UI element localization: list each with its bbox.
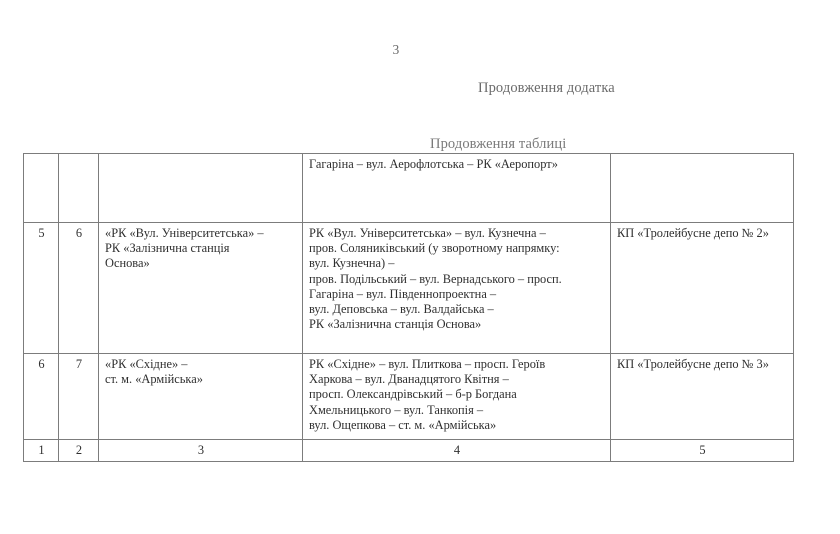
column-number-4: 4 [302, 438, 611, 463]
cell-route-name: «РК «Східне» – ст. м. «Армійська» [98, 353, 303, 440]
cell-number-primary: 6 [23, 353, 59, 440]
table-row: 6 7 «РК «Східне» – ст. м. «Армійська» РК … [23, 353, 794, 440]
cell-operator: КП «Тролейбусне депо № 2» [610, 222, 794, 354]
cell-operator: КП «Тролейбусне депо № 3» [610, 353, 794, 440]
column-number-2: 2 [58, 438, 99, 463]
table-continuation-note: Продовження таблиці [430, 136, 567, 152]
route-path-lines: Гагаріна – вул. Аерофлотська – РК «Аероп… [309, 157, 558, 171]
route-path-lines: РК «Східне» – вул. Плиткова – просп. Гер… [309, 357, 546, 432]
table-row: Гагаріна – вул. Аерофлотська – РК «Аероп… [23, 153, 794, 223]
operator-lines: КП «Тролейбусне депо № 3» [617, 357, 769, 371]
cell-number-secondary [58, 153, 99, 223]
route-name-lines: «РК «Вул. Університетська» – РК «Залізнич… [105, 226, 264, 271]
table-row: 5 6 «РК «Вул. Університетська» – РК «Залі… [23, 222, 794, 354]
cell-number-primary: 5 [23, 222, 59, 354]
cell-route-path: Гагаріна – вул. Аерофлотська – РК «Аероп… [302, 153, 611, 223]
operator-lines: КП «Тролейбусне депо № 2» [617, 226, 769, 240]
column-number-5: 5 [610, 438, 794, 463]
cell-route-name: «РК «Вул. Університетська» – РК «Залізнич… [98, 222, 303, 354]
column-number-1: 1 [23, 438, 59, 463]
route-name-lines: «РК «Східне» – ст. м. «Армійська» [105, 357, 203, 387]
cell-number-secondary: 6 [58, 222, 99, 354]
cell-route-name [98, 153, 303, 223]
cell-number-secondary: 7 [58, 353, 99, 440]
route-table: Гагаріна – вул. Аерофлотська – РК «Аероп… [23, 153, 794, 463]
column-number-3: 3 [98, 438, 303, 463]
route-path-lines: РК «Вул. Університетська» – вул. Кузнечн… [309, 226, 562, 332]
cell-route-path: РК «Східне» – вул. Плиткова – просп. Гер… [302, 353, 611, 440]
cell-number-primary [23, 153, 59, 223]
appendix-continuation-note: Продовження додатка [478, 80, 615, 96]
page-number: 3 [392, 42, 400, 57]
cell-route-path: РК «Вул. Університетська» – вул. Кузнечн… [302, 222, 611, 354]
cell-operator [610, 153, 794, 223]
column-number-row: 1 2 3 4 5 [23, 438, 794, 463]
